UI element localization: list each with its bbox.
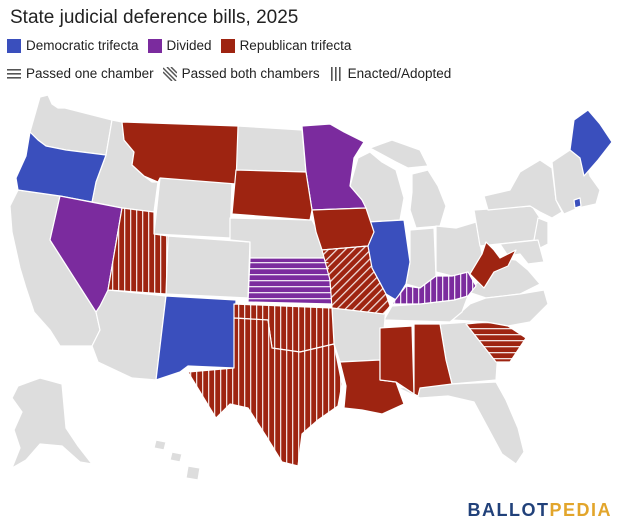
state-north-dakota[interactable] bbox=[235, 125, 307, 173]
legend-label-passed-both: Passed both chambers bbox=[181, 66, 320, 81]
legend-item-democratic: Democratic trifecta bbox=[7, 38, 139, 53]
state-oregon[interactable] bbox=[15, 131, 107, 203]
state-arizona[interactable] bbox=[91, 289, 167, 381]
legend-item-republican: Republican trifecta bbox=[220, 38, 352, 53]
legend-label-divided: Divided bbox=[166, 38, 212, 53]
state-south-dakota[interactable] bbox=[231, 169, 313, 221]
legend-item-divided: Divided bbox=[147, 38, 212, 53]
state-maine[interactable] bbox=[569, 109, 613, 177]
legend-label-democratic: Democratic trifecta bbox=[26, 38, 139, 53]
state-west-virginia[interactable] bbox=[469, 241, 517, 289]
missouri-passed-both-overlay bbox=[322, 246, 390, 314]
logo-part-pedia: PEDIA bbox=[549, 500, 612, 520]
democratic-swatch bbox=[7, 38, 21, 53]
legend-label-passed-one: Passed one chamber bbox=[26, 66, 154, 81]
legend-item-passed-one: Passed one chamber bbox=[7, 66, 154, 81]
state-florida[interactable] bbox=[397, 381, 525, 465]
state-alaska[interactable] bbox=[11, 377, 93, 469]
state-wyoming[interactable] bbox=[153, 177, 233, 239]
state-mississippi[interactable] bbox=[379, 325, 415, 395]
south-carolina-passed-one-overlay bbox=[466, 322, 526, 362]
state-iowa[interactable] bbox=[311, 207, 375, 251]
state-colorado[interactable] bbox=[165, 235, 251, 299]
state-arkansas[interactable] bbox=[331, 305, 387, 363]
us-states-map bbox=[9, 94, 613, 480]
kentucky-enacted-overlay bbox=[392, 272, 476, 304]
state-pennsylvania[interactable] bbox=[473, 205, 541, 247]
map-title: State judicial deference bills, 2025 bbox=[10, 7, 299, 28]
vertical-lines-icon bbox=[330, 66, 341, 81]
horizontal-lines-icon bbox=[7, 68, 21, 79]
legend-pattern-row: Passed one chamber Passed both chambers … bbox=[7, 66, 460, 81]
logo-part-ballot: BALLOT bbox=[467, 500, 550, 520]
oklahoma-enacted-overlay bbox=[234, 304, 334, 352]
legend-item-enacted: Enacted/Adopted bbox=[329, 66, 452, 81]
state-alabama[interactable] bbox=[413, 323, 453, 397]
republican-swatch bbox=[220, 38, 235, 53]
ballotpedia-logo: BALLOTPEDIA bbox=[468, 500, 613, 521]
legend-label-republican: Republican trifecta bbox=[239, 38, 352, 53]
kansas-passed-one-overlay bbox=[248, 258, 332, 304]
legend-label-enacted: Enacted/Adopted bbox=[347, 66, 452, 81]
utah-enacted-overlay bbox=[108, 208, 168, 294]
state-montana[interactable] bbox=[121, 121, 239, 185]
state-new-mexico[interactable] bbox=[155, 295, 237, 381]
state-hawaii[interactable] bbox=[153, 439, 201, 480]
diagonal-lines-icon bbox=[162, 66, 177, 81]
legend-item-passed-both: Passed both chambers bbox=[162, 66, 320, 81]
divided-swatch bbox=[147, 38, 162, 53]
state-rhode-island[interactable] bbox=[573, 197, 582, 209]
pattern-overlays bbox=[108, 208, 526, 466]
legend-fill-row: Democratic trifecta Divided Republican t… bbox=[7, 38, 360, 53]
texas-enacted-overlay bbox=[188, 318, 342, 466]
